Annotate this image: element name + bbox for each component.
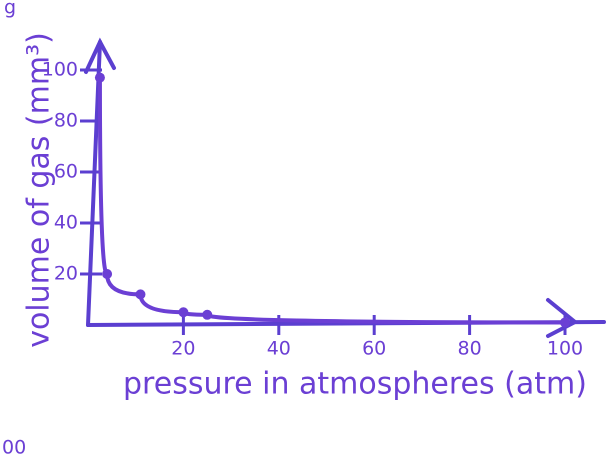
x-tick-label: 80 [458,338,482,360]
y-tick-label: 80 [54,110,78,132]
point [135,289,146,300]
y-axis-label: volume of gas (mm³) [22,32,57,348]
y-tick-label: 100 [42,59,78,81]
point [94,72,105,83]
point [202,309,213,320]
y-tick-label: 60 [54,161,78,183]
annotation: g [4,0,16,19]
y-arrow [84,37,116,74]
point [560,317,570,328]
x-axis-label: pressure in atmospheres (atm) [123,367,587,402]
axes [84,37,606,338]
point [178,307,189,318]
x-tick-label: 20 [171,338,195,360]
x-tick-label: 100 [547,338,583,360]
point [102,269,113,279]
y-tick-label: 40 [54,212,78,234]
y-tick-label: 20 [54,263,78,285]
x-arrow [546,298,579,338]
curve [97,75,567,325]
x-tick-label: 60 [362,338,386,360]
x-tick-label: 40 [267,338,291,360]
annotation: 00 [2,437,26,455]
